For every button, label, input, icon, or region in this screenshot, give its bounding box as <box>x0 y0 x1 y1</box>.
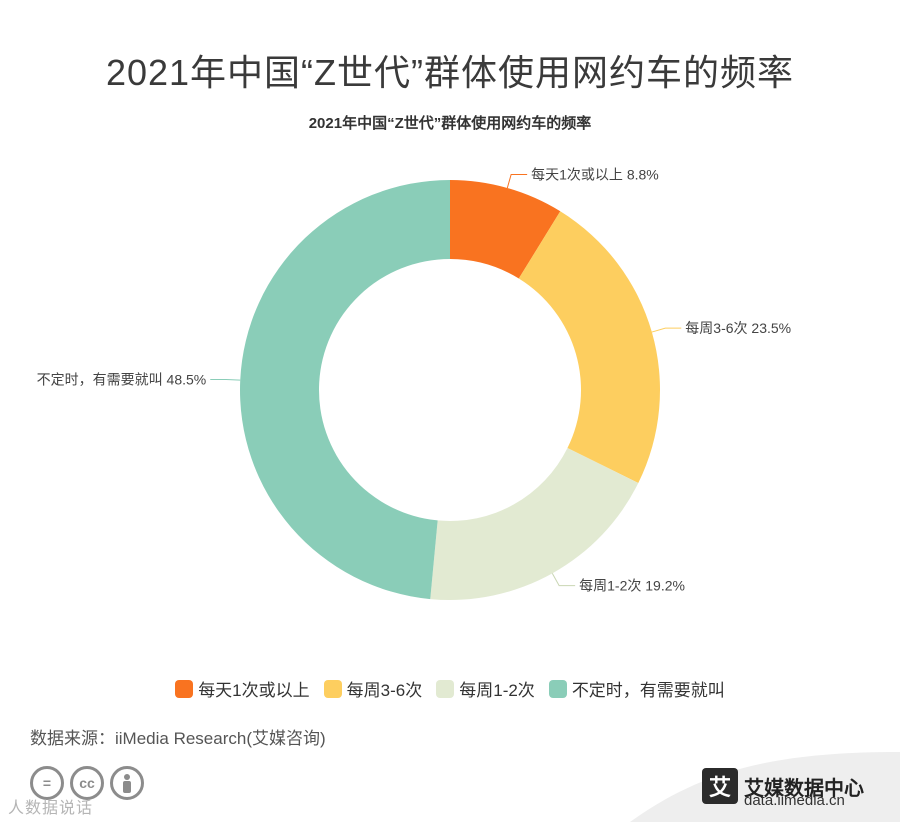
brand-name: 艾媒数据中心 <box>744 777 864 800</box>
legend-swatch <box>175 679 194 698</box>
leader-line-1 <box>506 174 528 189</box>
legend-label: 不定时，有需要就叫 <box>571 681 725 700</box>
brand-url: data.iimedia.cn <box>744 792 845 809</box>
data-source: 数据来源：iiMedia Research(艾媒咨询) <box>30 729 326 748</box>
donut-slice-1 <box>450 180 561 279</box>
chart-legend: 每天1次或以上 每周3-6次 每周1-2次 不定时，有需要就叫 <box>0 676 900 701</box>
chart-subtitle: 2021年中国“Z世代”群体使用网约车的频率 <box>309 114 592 132</box>
slice-label-1: 每天1次或以上 8.8% <box>531 167 659 183</box>
brand: 艾 艾媒数据中心 data.iimedia.cn <box>702 768 882 809</box>
footer-band <box>630 752 900 822</box>
legend-item-1: 每天1次或以上 <box>175 676 310 701</box>
watermark: 人数据说话 <box>8 800 94 817</box>
legend-item-3: 每周1-2次 <box>436 676 535 701</box>
slice-label-2: 每周3-6次 23.5% <box>685 320 791 336</box>
legend-item-4: 不定时，有需要就叫 <box>548 676 725 701</box>
leader-line-2 <box>651 327 682 333</box>
legend-swatch <box>548 679 567 698</box>
leader-line-3 <box>551 573 576 587</box>
equal-icon: = <box>30 766 64 800</box>
license-area: = cc 人数据说话 <box>8 766 158 822</box>
donut-chart: 2021年中国“Z世代”群体使用网约车的频率 每天1次或以上 8.8% 每周3-6… <box>37 114 791 600</box>
legend-label: 每天1次或以上 <box>198 681 310 700</box>
legend-swatch <box>323 679 342 698</box>
brand-logo: 艾 <box>702 768 738 804</box>
slice-label-3: 每周1-2次 19.2% <box>579 578 685 594</box>
slice-label-4: 不定时，有需要就叫 48.5% <box>37 371 207 387</box>
donut-slice-3 <box>430 448 639 600</box>
slice-labels: 每天1次或以上 8.8% 每周3-6次 23.5% 每周1-2次 19.2% 不定时，… <box>37 167 791 594</box>
page-title: 2021年中国“Z世代”群体使用网约车的频率 <box>105 52 795 93</box>
donut-slice-4 <box>240 180 450 600</box>
legend-swatch <box>436 679 455 698</box>
person-icon <box>110 766 144 800</box>
leader-line-4 <box>210 378 241 381</box>
legend-label: 每周1-2次 <box>459 681 535 700</box>
donut-slices <box>240 180 660 600</box>
legend-item-2: 每周3-6次 <box>323 676 423 701</box>
donut-slice-2 <box>518 211 660 483</box>
legend-label: 每周3-6次 <box>346 681 423 700</box>
cc-icon: cc <box>70 766 104 800</box>
